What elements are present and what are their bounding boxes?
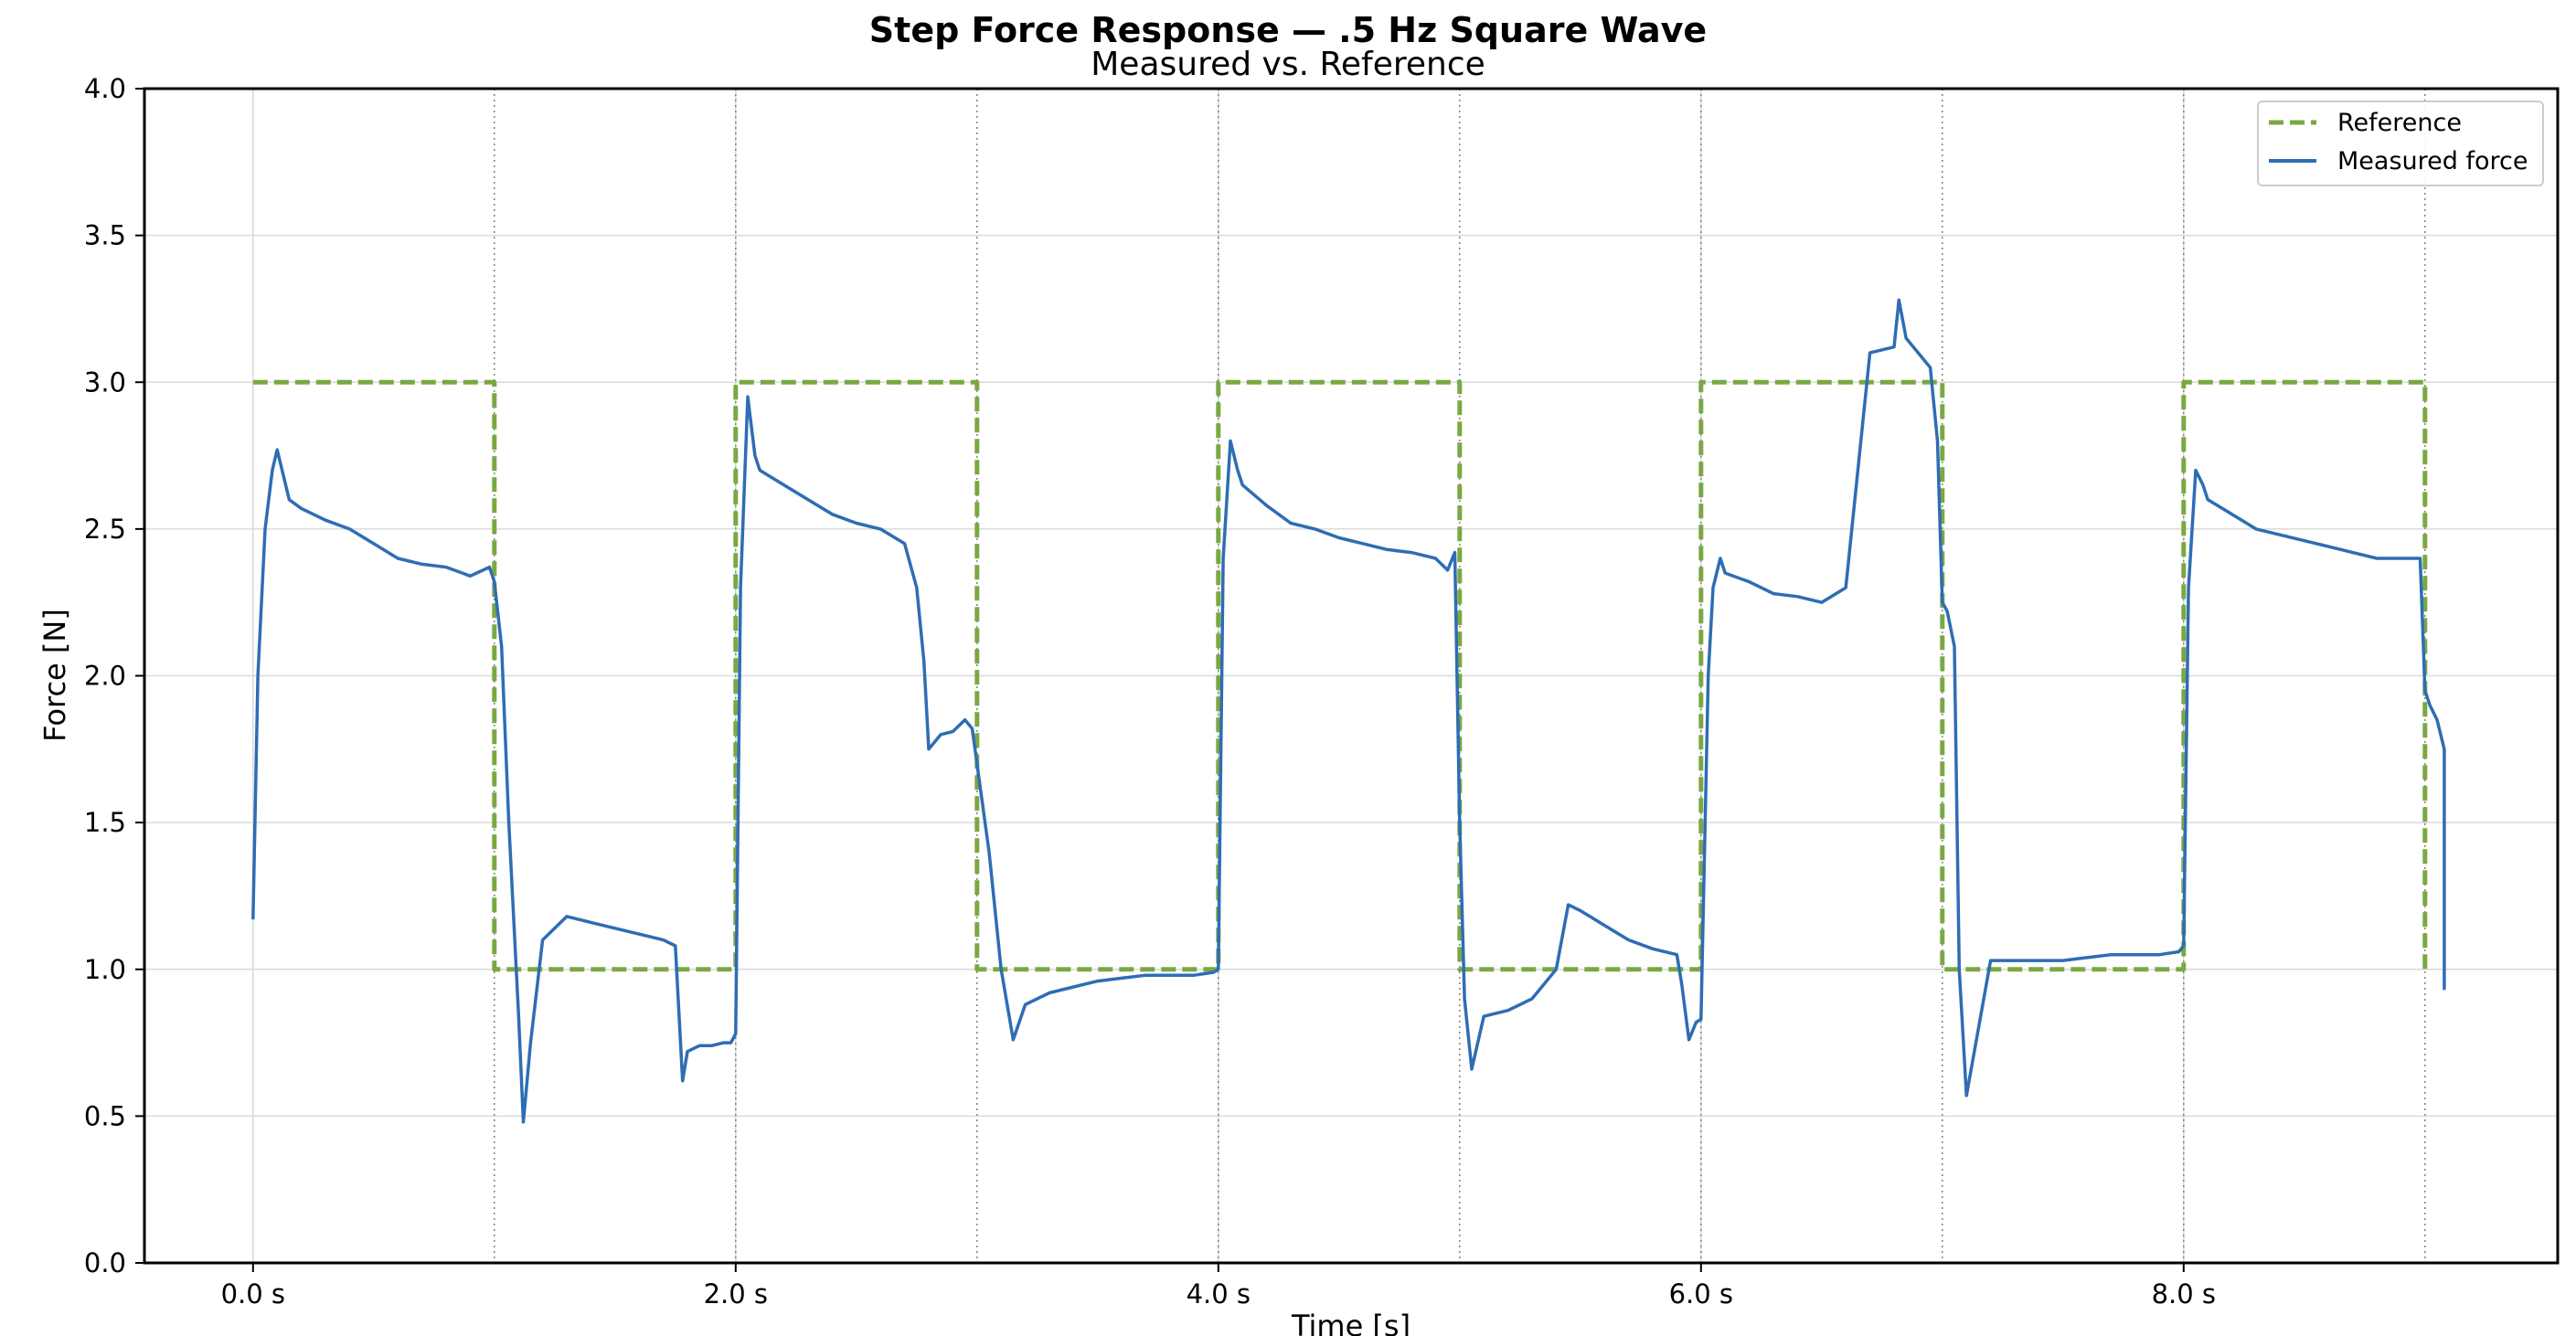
- y-axis-ticks: 0.0 0.5 1.0 1.5 2.0 2.5 3.0 3.5 4.0: [84, 73, 144, 1278]
- grid-lines: [144, 88, 2558, 1264]
- x-axis-label: Time [s]: [1291, 1309, 1410, 1336]
- y-tick-label-1: 0.5: [84, 1100, 126, 1131]
- legend-box: [2257, 101, 2544, 186]
- chart-subtitle: Measured vs. Reference: [1091, 46, 1485, 83]
- legend-reference-label: Reference: [2337, 109, 2462, 137]
- y-tick-label-4: 2.0: [84, 661, 126, 692]
- y-tick-label-7: 3.5: [84, 220, 126, 251]
- y-tick-label-5: 2.5: [84, 514, 126, 545]
- y-tick-label-6: 3.0: [84, 366, 126, 398]
- y-tick-label-8: 4.0: [84, 73, 126, 104]
- y-tick-label-3: 1.5: [84, 807, 126, 838]
- x-tick-label-2: 4.0 s: [1187, 1278, 1251, 1309]
- x-axis-ticks: 0.0 s 2.0 s 4.0 s 6.0 s 8.0 s: [221, 1263, 2216, 1309]
- series-lines: [251, 298, 2446, 1124]
- chart-title: Step Force Response — .5 Hz Square Wave: [869, 10, 1707, 50]
- legend: Reference Measured force: [2257, 101, 2544, 186]
- x-tick-label-1: 2.0 s: [704, 1278, 768, 1309]
- legend-measured-label: Measured force: [2337, 147, 2528, 175]
- x-tick-label-3: 6.0 s: [1669, 1278, 1733, 1309]
- y-tick-label-2: 1.0: [84, 954, 126, 985]
- x-tick-label-0: 0.0 s: [221, 1278, 285, 1309]
- x-tick-label-4: 8.0 s: [2152, 1278, 2216, 1309]
- y-axis-label: Force [N]: [37, 609, 72, 742]
- y-tick-label-0: 0.0: [84, 1247, 126, 1278]
- measured-force-series-line: [251, 298, 2446, 1124]
- reference-series-line: [252, 379, 2428, 972]
